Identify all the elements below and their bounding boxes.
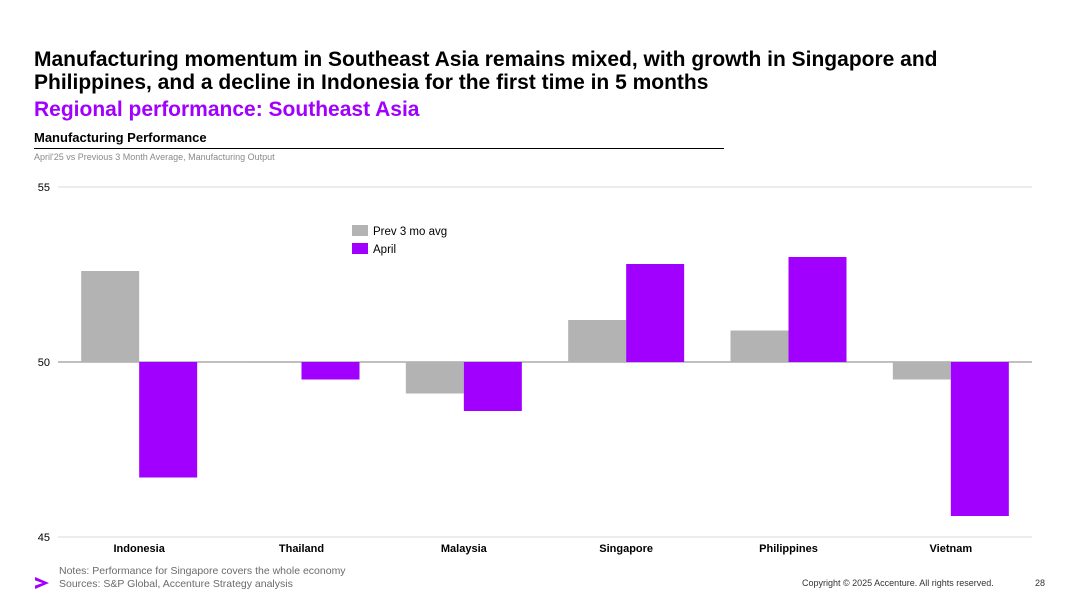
x-tick-label: Indonesia <box>113 543 165 555</box>
x-tick-label: Philippines <box>759 543 818 555</box>
slide-subheadline: Regional performance: Southeast Asia <box>34 98 420 121</box>
legend-label: Prev 3 mo avg <box>373 226 447 238</box>
y-tick-label: 55 <box>38 182 50 194</box>
legend-label: April <box>373 244 396 256</box>
sources-text: Sources: S&P Global, Accenture Strategy … <box>59 577 293 590</box>
x-tick-label: Malaysia <box>441 543 488 555</box>
chart-subtitle: April'25 vs Previous 3 Month Average, Ma… <box>34 152 275 162</box>
bar-prev-avg-philippines <box>730 330 789 362</box>
bar-april-malaysia <box>463 362 522 411</box>
x-tick-label: Singapore <box>599 543 653 555</box>
x-tick-label: Vietnam <box>930 543 973 555</box>
bar-prev-avg-malaysia <box>405 362 464 394</box>
chart-title: Manufacturing Performance <box>34 130 724 149</box>
bar-april-indonesia <box>139 362 198 478</box>
bar-prev-avg-indonesia <box>81 271 140 362</box>
bar-april-thailand <box>301 362 360 380</box>
bar-april-singapore <box>626 264 685 362</box>
bar-april-vietnam <box>950 362 1009 516</box>
copyright-text: Copyright © 2025 Accenture. All rights r… <box>802 578 994 588</box>
slide-headline: Manufacturing momentum in Southeast Asia… <box>34 48 938 94</box>
bar-prev-avg-singapore <box>568 320 627 362</box>
footer-notes: Notes: Performance for Singapore covers … <box>59 565 346 590</box>
bar-prev-avg-thailand <box>243 362 302 363</box>
notes-text: Notes: Performance for Singapore covers … <box>59 565 346 577</box>
x-tick-label: Thailand <box>279 543 324 555</box>
y-tick-label: 50 <box>38 357 50 369</box>
bar-april-philippines <box>788 257 847 362</box>
legend-swatch-0 <box>352 225 368 236</box>
page-number: 28 <box>1035 578 1046 588</box>
accenture-greater-than-icon <box>35 577 49 589</box>
legend-swatch-1 <box>352 243 368 254</box>
bar-prev-avg-vietnam <box>892 362 951 380</box>
y-tick-label: 45 <box>38 532 50 544</box>
